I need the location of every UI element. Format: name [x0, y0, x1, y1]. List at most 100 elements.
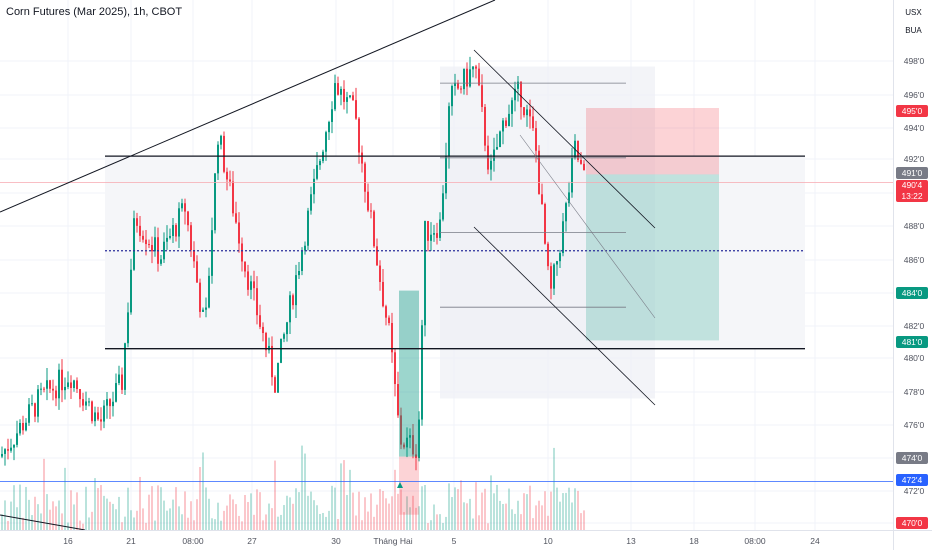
candle-body [355, 100, 357, 119]
price-axis[interactable]: USX BUA 498'0 496'0 494'0 492'0 488'0 48… [893, 0, 932, 530]
volume-bar [106, 498, 108, 530]
candle-body [484, 106, 486, 146]
volume-bar [355, 515, 357, 530]
volume-bar [118, 496, 120, 530]
volume-bar [397, 493, 399, 530]
volume-bar [322, 512, 324, 530]
currency-label[interactable]: USX [905, 8, 922, 17]
volume-bar [79, 520, 81, 530]
target-price-tag: 495'0 [896, 105, 928, 117]
price-chart[interactable] [0, 0, 893, 530]
candle-body [229, 179, 231, 182]
position-stop-zone [586, 174, 719, 341]
volume-bar [253, 514, 255, 530]
buy-signal-arrow [397, 482, 403, 488]
candle-body [145, 239, 147, 245]
volume-bar [415, 507, 417, 530]
candle-body [64, 386, 66, 391]
volume-bar [352, 492, 354, 530]
volume-bar [232, 499, 234, 530]
volume-bar [145, 522, 147, 530]
volume-bar [199, 467, 201, 530]
unit-label[interactable]: BUA [905, 26, 922, 35]
volume-bar [433, 504, 435, 530]
volume-bar [55, 506, 57, 530]
volume-bar [460, 480, 462, 530]
volume-bar [256, 489, 258, 530]
price-tick: 488'0 [903, 221, 925, 231]
candle-body [121, 374, 123, 390]
candle-body [130, 269, 132, 313]
volume-bar [376, 504, 378, 530]
volume-bar [496, 484, 498, 530]
drawings[interactable] [0, 0, 893, 530]
candle-body [547, 243, 549, 267]
candle-body [379, 265, 381, 282]
candle-body [523, 107, 525, 116]
candle-body [151, 245, 153, 252]
candle-body [160, 259, 162, 264]
candle-body [205, 307, 207, 310]
volume-bar [61, 513, 63, 530]
candle-body [7, 449, 9, 451]
candle-body [544, 204, 546, 244]
volume-bar [265, 514, 267, 530]
volume-bar [421, 486, 423, 530]
candle-body [439, 219, 441, 238]
candle-body [430, 234, 432, 241]
candle-body [88, 401, 90, 403]
candle-body [436, 233, 438, 238]
last-price-tag: 491'0 [896, 167, 928, 179]
volume-bar [532, 518, 534, 530]
volume-bar [220, 520, 222, 530]
volume-bar [439, 514, 441, 530]
candle-body [100, 419, 102, 422]
chart-area[interactable]: Corn Futures (Mar 2025), 1h, CBOT [0, 0, 893, 530]
price-tick: 478'0 [903, 387, 925, 397]
candle-body [43, 388, 45, 390]
candle-body [499, 131, 501, 148]
candle-body [577, 140, 579, 160]
candle-body [85, 401, 87, 406]
volume-bar [490, 475, 492, 530]
volume-bars [1, 445, 585, 530]
volume-bar [313, 500, 315, 530]
volume-bar [130, 510, 132, 530]
volume-bar [217, 502, 219, 530]
volume-bar [394, 469, 396, 530]
volume-bar [370, 493, 372, 530]
candle-body [385, 306, 387, 318]
candle-body [112, 401, 114, 407]
candle-body [259, 315, 261, 327]
volume-bar [481, 492, 483, 530]
candle-body [535, 128, 537, 151]
candle-body [580, 159, 582, 164]
candle-body [154, 237, 156, 252]
current-price-tag: 490'4 13:22 [896, 180, 928, 202]
candle-body [391, 323, 393, 353]
chart-title: Corn Futures (Mar 2025), 1h, CBOT [6, 6, 183, 18]
candle-body [97, 412, 99, 420]
volume-bar [436, 514, 438, 530]
candle-body [304, 245, 306, 251]
time-axis[interactable]: 16 21 08:00 27 30 Tháng Hai 5 10 13 18 0… [0, 530, 893, 550]
volume-bar [7, 520, 9, 530]
volume-bar [70, 490, 72, 530]
candle-body [172, 225, 174, 236]
candle-body [370, 210, 372, 212]
candle-body [568, 192, 570, 204]
candle-body [28, 404, 30, 423]
volume-bar [499, 500, 501, 530]
candle-body [583, 163, 585, 171]
candle-body [376, 246, 378, 266]
volume-bar [88, 517, 90, 530]
volume-bar [388, 503, 390, 530]
volume-bar [250, 493, 252, 530]
price-tick: 492'0 [903, 154, 925, 164]
candle-body [349, 95, 351, 98]
volume-bar [58, 500, 60, 530]
volume-bar [208, 498, 210, 530]
candle-body [226, 171, 228, 180]
candle-body [91, 401, 93, 422]
candle-body [532, 116, 534, 129]
